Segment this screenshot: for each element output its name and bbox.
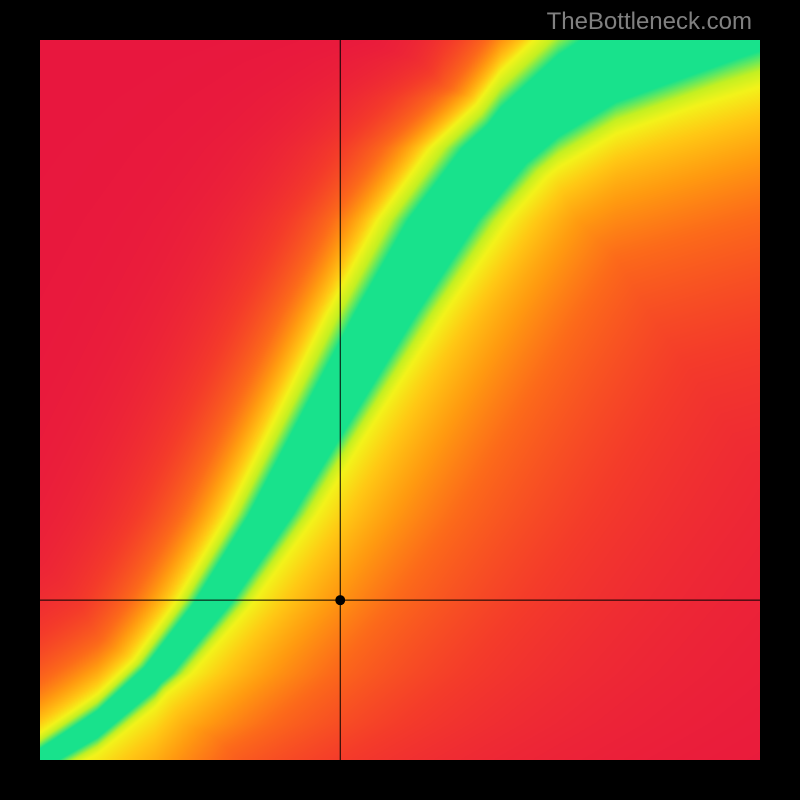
crosshair-marker	[335, 595, 345, 605]
crosshair-overlay	[40, 40, 760, 760]
heatmap-plot-area	[40, 40, 760, 760]
watermark-text: TheBottleneck.com	[547, 8, 752, 36]
